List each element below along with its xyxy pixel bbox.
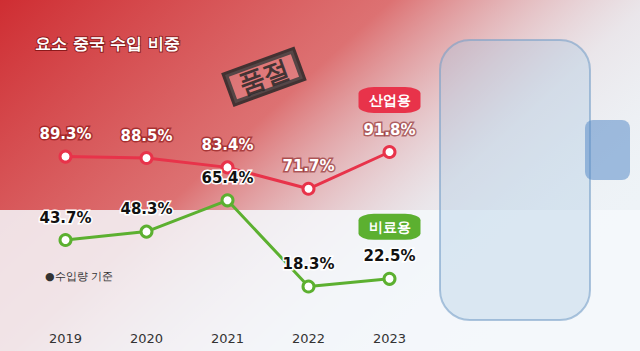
svg-text:88.5%: 88.5%: [120, 127, 172, 145]
svg-text:산업용: 산업용: [369, 92, 411, 108]
svg-text:요소 중국 수입 비중: 요소 중국 수입 비중: [35, 34, 180, 53]
svg-text:●수입량 기준: ●수입량 기준: [45, 270, 113, 283]
svg-text:품절: 품절: [234, 54, 293, 100]
svg-text:2021: 2021: [211, 331, 244, 346]
svg-text:2019: 2019: [49, 331, 82, 346]
svg-text:비료용: 비료용: [369, 219, 411, 235]
svg-text:71.7%: 71.7%: [282, 157, 334, 175]
svg-text:22.5%: 22.5%: [363, 247, 415, 265]
svg-text:48.3%: 48.3%: [120, 200, 172, 218]
svg-text:2022: 2022: [292, 331, 325, 346]
svg-text:18.3%: 18.3%: [282, 255, 334, 273]
svg-text:2020: 2020: [130, 331, 163, 346]
svg-text:43.7%: 43.7%: [39, 209, 91, 227]
svg-text:2023: 2023: [373, 331, 406, 346]
svg-text:91.8%: 91.8%: [363, 121, 415, 139]
svg-text:89.3%: 89.3%: [39, 125, 91, 143]
svg-text:65.4%: 65.4%: [201, 169, 253, 187]
svg-text:83.4%: 83.4%: [201, 136, 253, 154]
